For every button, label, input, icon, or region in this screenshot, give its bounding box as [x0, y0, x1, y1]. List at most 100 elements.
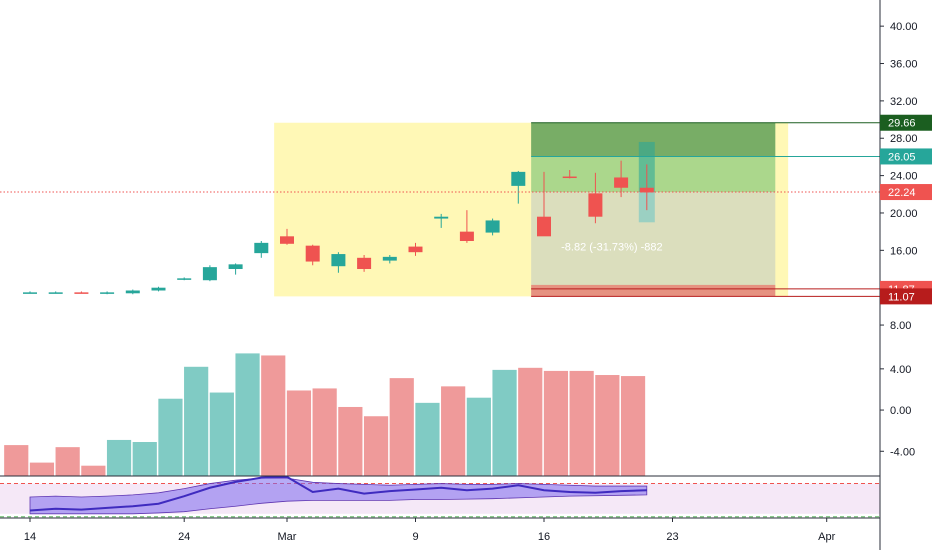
price-tag-bg: [880, 184, 932, 201]
volume-bar: [158, 398, 183, 476]
price-tag-label: 29.66: [888, 118, 916, 130]
candle: [331, 252, 346, 273]
position-stats-label: -8.82 (-31.73%) -882: [561, 241, 663, 253]
price-tag-bg: [880, 148, 932, 165]
price-tag-label: 11.07: [888, 291, 915, 303]
candle: [228, 263, 243, 275]
volume-bar: [466, 397, 491, 476]
time-tick-label: 9: [412, 531, 418, 543]
candle-body: [254, 242, 269, 254]
candle: [408, 242, 423, 256]
volume-bar: [543, 370, 569, 476]
candle-body: [588, 193, 603, 217]
price-tick-label: 40.00: [890, 21, 918, 33]
candle: [459, 210, 474, 243]
price-tag: 29.66: [880, 114, 932, 131]
price-tag: 26.05: [880, 148, 932, 165]
short-position-tool[interactable]: [531, 122, 880, 297]
candle-body: [511, 171, 526, 186]
candle: [254, 240, 269, 258]
volume-bar: [492, 369, 517, 476]
candle-body: [48, 292, 63, 294]
candle-body: [434, 216, 449, 219]
candle: [537, 171, 551, 237]
volume-bar: [312, 388, 337, 476]
price-tag: 11.07: [880, 288, 932, 305]
volume-bar: [518, 367, 543, 476]
candle-body: [177, 278, 192, 280]
candle-body: [305, 245, 320, 262]
time-tick-label: 16: [538, 531, 550, 543]
candle-body: [331, 254, 346, 267]
candle-body: [280, 236, 294, 244]
price-tag-bg: [880, 114, 932, 131]
candle-body: [485, 220, 500, 233]
price-tag-label: 26.05: [888, 151, 916, 163]
candle-body: [23, 292, 37, 294]
candle: [434, 213, 449, 228]
volume-tick-label: -4.00: [890, 446, 915, 458]
candle: [485, 218, 500, 236]
time-tick-label: 14: [24, 531, 36, 543]
candle-body: [202, 267, 217, 281]
time-tick-label: 24: [178, 531, 190, 543]
volume-bar: [4, 445, 29, 476]
price-tick-label: 16.00: [890, 245, 918, 257]
time-tick-label: Apr: [818, 531, 835, 543]
volume-bar: [55, 447, 80, 476]
candle: [357, 255, 372, 272]
volume-bar: [132, 442, 157, 476]
candle: [614, 160, 629, 198]
candle: [202, 265, 217, 282]
volume-bar: [595, 375, 620, 476]
candle: [74, 291, 89, 294]
price-tick-label: 28.00: [890, 133, 918, 145]
volume-bar: [441, 386, 466, 476]
volume-bar: [569, 370, 594, 476]
volume-bar: [286, 390, 312, 476]
candle: [305, 244, 320, 266]
volume-bar: [106, 439, 132, 476]
volume-bar: [29, 462, 55, 476]
time-tick-label: 23: [666, 531, 678, 543]
candle-body: [562, 176, 577, 179]
candle-body: [537, 216, 551, 237]
price-tick-label: 24.00: [890, 171, 918, 183]
candle: [588, 172, 603, 224]
oscillator-pane: [0, 475, 880, 518]
candle: [177, 277, 192, 281]
volume-bar: [363, 416, 389, 476]
price-tick-label: 32.00: [890, 96, 918, 108]
candle: [23, 291, 37, 294]
candle: [48, 291, 63, 294]
volume-bar: [184, 366, 209, 476]
candle-body: [74, 292, 89, 294]
candle-body: [100, 292, 115, 294]
candle: [100, 291, 115, 295]
time-tick-label: Mar: [278, 531, 297, 543]
candle: [562, 170, 577, 179]
volume-bar: [261, 355, 286, 476]
volume-bar: [209, 392, 234, 476]
price-tick-label: 20.00: [890, 208, 918, 220]
price-tag-label: 22.24: [888, 187, 916, 199]
candle-body: [125, 290, 140, 294]
candle-body: [228, 264, 243, 270]
candle-body: [357, 257, 372, 270]
oscillator-line: [29, 475, 647, 512]
candle: [639, 164, 654, 211]
volume-bar: [415, 402, 440, 476]
volume-bar: [389, 378, 414, 476]
candle-body: [639, 187, 654, 193]
volume-tick-label: 0.00: [890, 405, 911, 417]
candle: [125, 289, 140, 295]
candle-body: [151, 287, 166, 291]
candle: [151, 286, 166, 292]
candle: [511, 170, 526, 204]
volume-bar: [81, 465, 106, 476]
volume-bar: [338, 406, 363, 476]
candle-body: [459, 231, 474, 241]
volume-tick-label: 4.00: [890, 364, 911, 376]
